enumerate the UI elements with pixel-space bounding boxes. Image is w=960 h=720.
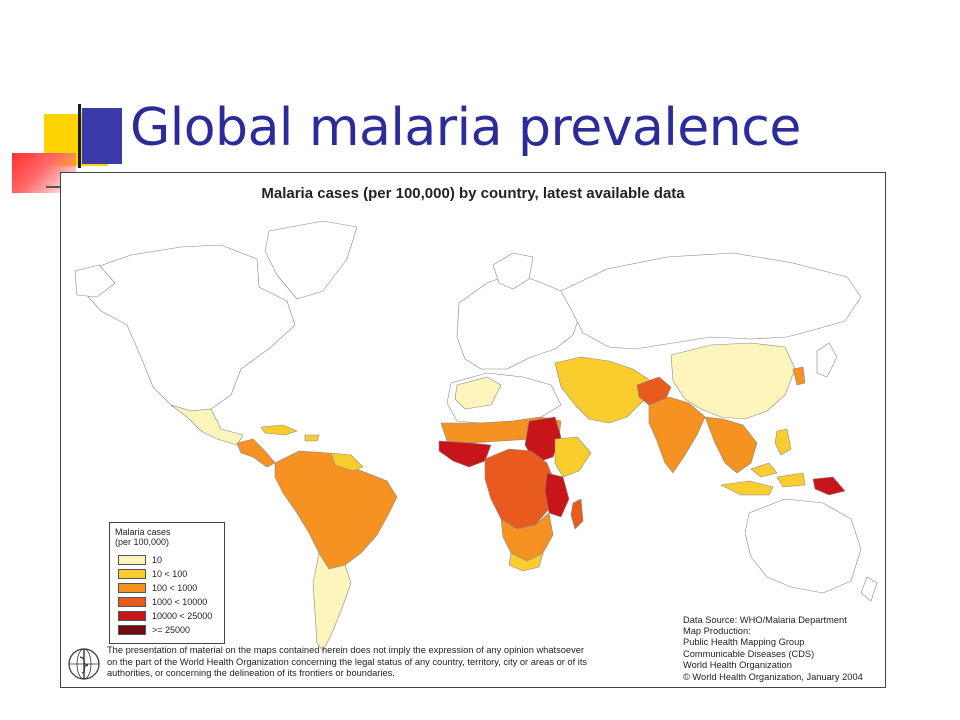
south-america-north-region <box>274 450 398 570</box>
deco-blue-square <box>82 108 122 164</box>
legend-label: 100 < 1000 <box>152 583 198 593</box>
map-title: Malaria cases (per 100,000) by country, … <box>261 185 685 202</box>
mexico-region <box>170 404 244 446</box>
india-region <box>648 396 706 474</box>
legend: Malaria cases (per 100,000) 10 10 < 100 … <box>109 522 225 644</box>
deco-underline <box>46 186 62 188</box>
legend-swatch <box>118 611 146 621</box>
horn-of-africa-region <box>554 436 592 478</box>
legend-swatch <box>118 583 146 593</box>
map-frame: Malaria cases (per 100,000) by country, … <box>60 172 886 688</box>
greenland-region <box>264 220 358 300</box>
legend-title: Malaria cases (per 100,000) <box>115 527 171 547</box>
world-map <box>74 220 878 652</box>
map-credits: Data Source: WHO/Malaria Department Map … <box>683 615 883 683</box>
legend-item: 100 < 1000 <box>118 583 222 595</box>
sudan-region <box>524 416 562 464</box>
disclaimer-line: authorities, or concerning the delineati… <box>107 668 395 678</box>
slide-title: Global malaria prevalence <box>130 98 801 158</box>
map-disclaimer: The presentation of material on the maps… <box>107 645 707 680</box>
credit-line: World Health Organization <box>683 659 792 670</box>
korea-region <box>792 366 806 386</box>
japan-region <box>816 342 838 378</box>
south-america-south-region <box>312 552 352 652</box>
legend-item: 1000 < 10000 <box>118 597 222 609</box>
legend-swatch <box>118 569 146 579</box>
indonesia-region <box>720 462 806 496</box>
legend-swatch <box>118 625 146 635</box>
guianas-region <box>330 452 364 472</box>
credit-line: Public Health Mapping Group <box>683 637 805 648</box>
middle-east-region <box>554 356 652 424</box>
alaska-region <box>74 264 116 298</box>
australia-region <box>744 498 862 594</box>
west-africa-region <box>438 440 492 468</box>
copyright-text: © World Health Organization, January 200… <box>683 672 863 683</box>
legend-item: >= 25000 <box>118 625 222 637</box>
credit-line: Map Production: <box>683 626 751 637</box>
southern-africa-region <box>500 512 554 562</box>
legend-item: 10 < 100 <box>118 569 222 581</box>
legend-title-line1: Malaria cases <box>115 527 171 537</box>
legend-label: 10 < 100 <box>152 569 188 579</box>
legend-swatch <box>118 555 146 565</box>
legend-label: 10000 < 25000 <box>152 611 213 621</box>
central-america-region <box>236 438 276 468</box>
credit-line: Communicable Diseases (CDS) <box>683 648 815 659</box>
east-africa-region <box>544 472 570 518</box>
central-africa-region <box>484 448 556 530</box>
russia-region <box>560 252 862 350</box>
deco-vertical-line <box>78 104 81 168</box>
north-america-region <box>82 244 296 412</box>
credit-line: Data Source: WHO/Malaria Department <box>683 615 847 625</box>
maghreb-region <box>454 376 502 410</box>
disclaimer-line: The presentation of material on the maps… <box>107 645 585 655</box>
papua-new-guinea-region <box>812 476 846 496</box>
legend-label: >= 25000 <box>152 625 191 635</box>
legend-label: 1000 < 10000 <box>152 597 208 607</box>
madagascar-region <box>570 498 584 530</box>
legend-title-line2: (per 100,000) <box>115 537 170 547</box>
philippines-region <box>774 428 792 456</box>
europe-region <box>456 272 582 370</box>
caribbean-region <box>260 424 320 442</box>
legend-swatch <box>118 597 146 607</box>
china-region <box>670 342 796 420</box>
scandinavia-region <box>492 252 534 290</box>
new-zealand-region <box>860 576 878 602</box>
legend-item: 10000 < 25000 <box>118 611 222 623</box>
southeast-asia-region <box>704 416 758 474</box>
disclaimer-line: on the part of the World Health Organiza… <box>107 656 588 667</box>
who-emblem-icon <box>68 648 100 680</box>
south-africa-region <box>508 552 544 572</box>
legend-label: 10 <box>152 555 163 565</box>
legend-item: 10 <box>118 555 222 567</box>
